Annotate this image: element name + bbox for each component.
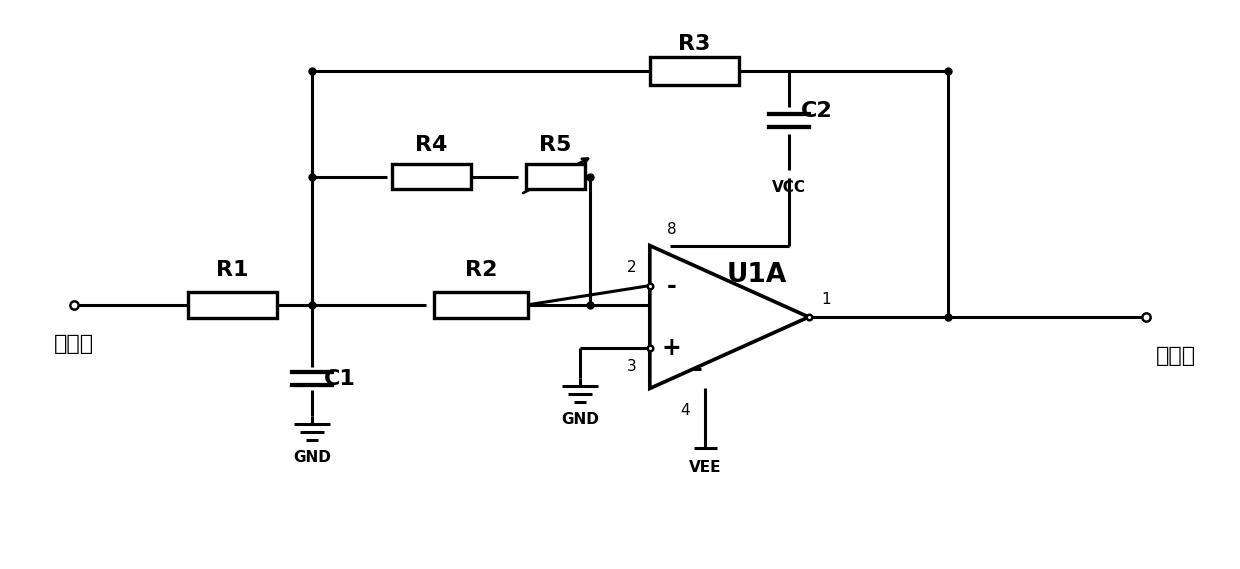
Text: U1A: U1A — [727, 262, 787, 288]
Text: 2: 2 — [627, 261, 636, 275]
Text: 4: 4 — [680, 403, 689, 418]
Text: 输出端: 输出端 — [1156, 347, 1197, 366]
Text: -: - — [667, 274, 677, 298]
Text: GND: GND — [562, 412, 599, 427]
Bar — [392, 164, 471, 189]
Text: R5: R5 — [539, 135, 572, 155]
Text: 3: 3 — [627, 358, 637, 374]
Bar — [434, 292, 528, 318]
Text: R2: R2 — [465, 260, 497, 280]
Text: C2: C2 — [801, 101, 832, 121]
Polygon shape — [650, 246, 808, 389]
Text: R4: R4 — [415, 135, 448, 155]
Text: VEE: VEE — [689, 460, 722, 475]
Text: 输入端: 输入端 — [53, 334, 94, 354]
Bar — [526, 164, 585, 189]
Text: R3: R3 — [678, 34, 711, 53]
Text: -: - — [693, 357, 702, 381]
Text: C1: C1 — [324, 369, 356, 389]
Text: GND: GND — [293, 450, 331, 465]
Text: 8: 8 — [667, 222, 677, 237]
Text: VCC: VCC — [771, 180, 806, 195]
Text: R1: R1 — [216, 260, 249, 280]
Bar — [188, 292, 278, 318]
Text: 1: 1 — [822, 292, 831, 307]
Text: +: + — [662, 336, 682, 360]
Bar — [650, 57, 739, 85]
